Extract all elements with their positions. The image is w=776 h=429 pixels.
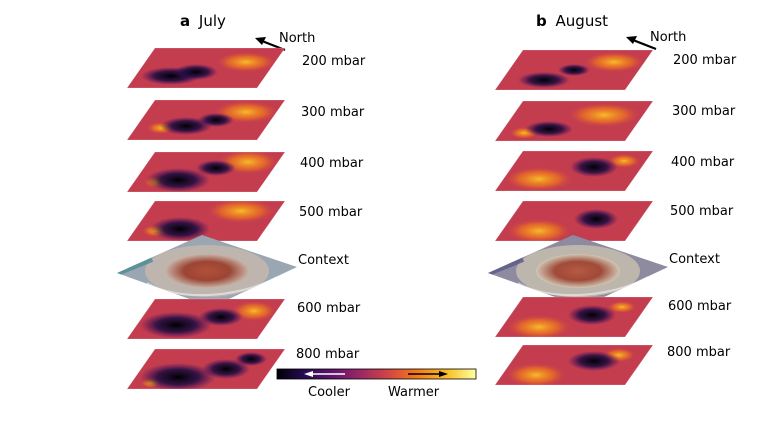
colorbar: Cooler Warmer bbox=[276, 368, 477, 400]
temperature-map-layer bbox=[494, 296, 654, 338]
temperature-map-layer bbox=[126, 348, 286, 390]
panel-a-layer-labels: 200 mbar 300 mbar 400 mbar 500 mbar Context 6… bbox=[296, 54, 366, 362]
pressure-level-label: 500 mbar bbox=[670, 204, 734, 219]
pressure-level-label: 600 mbar bbox=[668, 299, 732, 314]
panel-b-letter: b bbox=[536, 12, 547, 30]
pressure-level-label: 300 mbar bbox=[301, 105, 365, 120]
north-arrowhead-icon bbox=[255, 37, 266, 45]
colorbar-gradient bbox=[276, 368, 477, 380]
temperature-map-layer bbox=[494, 100, 654, 142]
colorbar-warmer-label: Warmer bbox=[388, 385, 440, 400]
pressure-level-label: 300 mbar bbox=[672, 104, 736, 119]
pressure-level-label: 800 mbar bbox=[296, 347, 360, 362]
pressure-level-label: 200 mbar bbox=[673, 53, 737, 68]
temperature-map-layer bbox=[126, 47, 286, 89]
pressure-level-label: 200 mbar bbox=[302, 54, 366, 69]
temperature-map-layer bbox=[126, 200, 286, 242]
panel-a-title: a July bbox=[180, 12, 226, 30]
temperature-map-layer bbox=[494, 150, 654, 192]
north-arrow-icon bbox=[632, 38, 657, 51]
pressure-level-label: 600 mbar bbox=[297, 301, 361, 316]
cooler-arrow-icon bbox=[304, 371, 345, 377]
panel-a-letter: a bbox=[180, 12, 190, 30]
panel-a: a July North 200 mbar 300 mbar 400 mbar 500… bbox=[117, 12, 366, 390]
colorbar-cooler-label: Cooler bbox=[308, 385, 351, 400]
panel-b-north-indicator: North bbox=[626, 30, 686, 51]
panel-b-layer-stack bbox=[488, 49, 668, 386]
warmer-arrow-icon bbox=[408, 371, 448, 377]
temperature-map-layer bbox=[126, 298, 286, 340]
pressure-level-label: 400 mbar bbox=[671, 155, 735, 170]
panel-b-month: August bbox=[556, 12, 609, 30]
temperature-map-layer bbox=[126, 151, 286, 193]
pressure-level-label: 500 mbar bbox=[299, 205, 363, 220]
temperature-map-layer bbox=[494, 200, 654, 242]
panel-a-month: July bbox=[198, 12, 226, 30]
north-arrowhead-icon bbox=[626, 36, 637, 44]
panel-a-north-label: North bbox=[279, 31, 315, 46]
panel-b-layer-labels: 200 mbar 300 mbar 400 mbar 500 mbar Context 6… bbox=[667, 53, 737, 360]
pressure-level-label: 400 mbar bbox=[300, 156, 364, 171]
context-layer-label: Context bbox=[298, 253, 349, 268]
panel-a-north-indicator: North bbox=[255, 31, 315, 52]
temperature-map-layer bbox=[126, 99, 286, 141]
panel-b-title: b August bbox=[536, 12, 608, 30]
panel-a-layer-stack bbox=[117, 47, 297, 390]
pressure-level-label: 800 mbar bbox=[667, 345, 731, 360]
temperature-map-layer bbox=[494, 344, 654, 386]
temperature-map-layer bbox=[494, 49, 654, 91]
panel-b-north-label: North bbox=[650, 30, 686, 45]
context-layer-label: Context bbox=[669, 252, 720, 267]
panel-b: b August North 200 mbar 300 mbar 400 mbar 5… bbox=[488, 12, 737, 386]
